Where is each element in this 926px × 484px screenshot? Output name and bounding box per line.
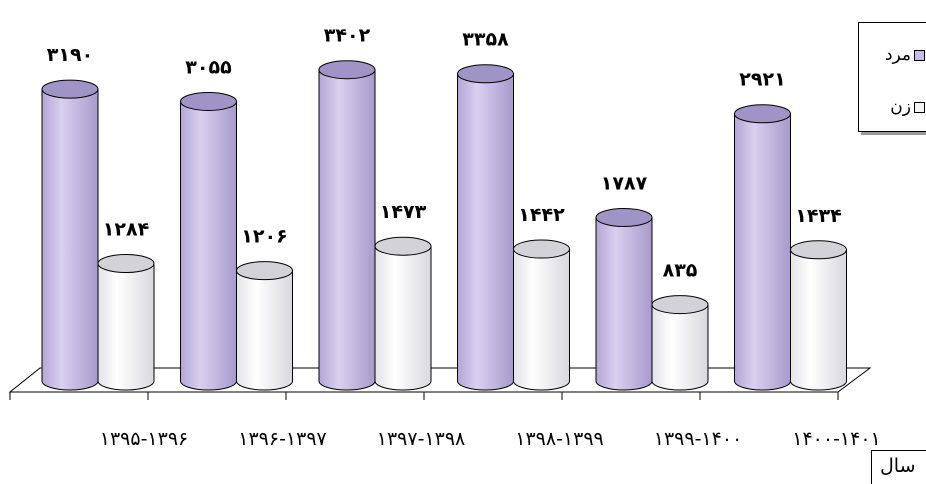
value-label-women-0: ۱۲۸۴ — [103, 219, 149, 241]
bar-men-0 — [41, 79, 99, 391]
x-axis-ticks — [9, 392, 839, 400]
category-label-2: ۱۳۹۷-۱۳۹۸ — [377, 428, 466, 450]
bar-women-2 — [374, 236, 432, 391]
value-label-men-0: ۳۱۹۰ — [47, 44, 93, 66]
bar-men-2 — [318, 60, 376, 391]
category-label-4: ۱۳۹۹-۱۴۰۰ — [654, 428, 743, 450]
bar-men-5 — [734, 104, 791, 391]
legend: مرد زن — [858, 22, 926, 132]
bars-layer — [41, 60, 847, 391]
bar-men-4 — [595, 207, 653, 391]
value-label-men-3: ۳۳۵۸ — [462, 29, 509, 51]
value-label-men-5: ۲۹۲۱ — [739, 69, 785, 91]
bar-women-4 — [651, 295, 709, 391]
category-label-5: ۱۴۰۰-۱۴۰۱ — [792, 428, 881, 450]
category-label-3: ۱۳۹۸-۱۳۹۹ — [515, 428, 604, 450]
bar-women-1 — [236, 261, 293, 391]
category-label-1: ۱۳۹۶-۱۳۹۷ — [238, 428, 327, 450]
x-axis-title: سال — [871, 450, 926, 484]
category-labels: ۱۳۹۵-۱۳۹۶ ۱۳۹۶-۱۳۹۷ ۱۳۹۷-۱۳۹۸ ۱۳۹۸-۱۳۹۹ ۱۳۹۹… — [100, 428, 881, 450]
value-label-women-2: ۱۴۷۳ — [380, 201, 427, 223]
legend-label-women: زن — [890, 97, 911, 117]
bar-women-5 — [790, 240, 847, 391]
bar-men-1 — [180, 91, 237, 391]
value-label-women-3: ۱۴۴۲ — [518, 204, 565, 226]
bar-women-3 — [513, 239, 570, 391]
bar-women-0 — [97, 254, 155, 391]
legend-swatch-men — [914, 49, 925, 61]
legend-label-men: مرد — [884, 45, 911, 65]
category-label-0: ۱۳۹۵-۱۳۹۶ — [100, 428, 189, 450]
bar-men-3 — [457, 64, 514, 391]
value-label-women-5: ۱۴۳۴ — [795, 205, 841, 227]
value-labels: ۳۱۹۰ ۱۲۸۴ ۳۰۵۵ ۱۲۰۶ ۳۴۰۲ ۱۴۷۳ ۳۳۵۸ ۱۴۴۲ ۱۷۸۷ ۸۳۵ ۲… — [47, 25, 842, 282]
legend-item-women: زن — [890, 97, 925, 117]
value-label-women-1: ۱۲۰۶ — [241, 226, 287, 248]
value-label-men-1: ۳۰۵۵ — [185, 56, 232, 78]
value-label-women-4: ۸۳۵ — [663, 260, 698, 282]
legend-item-men: مرد — [885, 45, 925, 65]
value-label-men-4: ۱۷۸۷ — [601, 172, 648, 194]
legend-swatch-women — [914, 101, 925, 113]
value-label-men-2: ۳۴۰۲ — [324, 25, 371, 47]
